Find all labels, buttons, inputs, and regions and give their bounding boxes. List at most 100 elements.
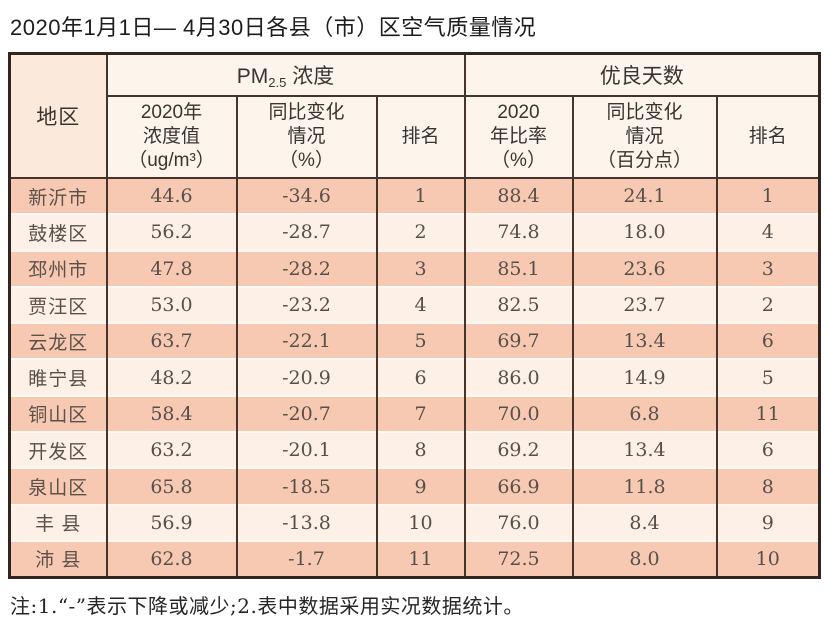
header-line: 情况	[287, 125, 326, 147]
good-rate-cell: 88.4	[463, 178, 573, 215]
good-rate-cell: 76.0	[463, 503, 573, 541]
good-rank-cell: 4	[715, 213, 820, 251]
table-row: 云龙区 63.7 -22.1 5 69.7 13.4 6	[9, 322, 820, 360]
pm-change-cell: -22.1	[235, 322, 377, 360]
good-rank-cell: 10	[715, 539, 820, 578]
good-change-cell: 14.9	[571, 358, 717, 396]
header-line: （ug/m³）	[128, 150, 215, 172]
table-row: 新沂市 44.6 -34.6 1 88.4 24.1 1	[9, 178, 820, 215]
region-cell: 开发区	[9, 431, 107, 469]
pm-rank-cell: 8	[375, 431, 465, 469]
column-header-pm-value: 2020年 浓度值 （ug/m³）	[105, 96, 237, 178]
header-line: （%）	[491, 150, 546, 172]
pm-change-cell: -20.9	[235, 358, 377, 396]
good-change-cell: 23.6	[571, 249, 717, 287]
pm-rank-cell: 1	[375, 178, 465, 215]
header-line: 浓度值	[142, 125, 200, 147]
pm-change-cell: -23.2	[235, 285, 377, 324]
header-line: 情况	[625, 125, 664, 147]
group-header-pm25: PM2.5 浓度	[105, 53, 465, 97]
good-rank-cell: 6	[715, 322, 820, 360]
pm-rank-cell: 7	[375, 394, 465, 433]
pm-value-cell: 56.2	[105, 213, 237, 251]
header-line: 同比变化	[606, 101, 683, 123]
table-body: 新沂市 44.6 -34.6 1 88.4 24.1 1 鼓楼区 56.2 -2…	[9, 178, 820, 578]
footnote: 注:1.“-”表示下降或减少;2.表中数据采用实况数据统计。	[10, 593, 524, 618]
region-cell: 泉山区	[9, 467, 107, 505]
good-change-cell: 13.4	[571, 431, 717, 469]
good-change-cell: 8.0	[571, 539, 717, 578]
region-cell: 睢宁县	[9, 358, 107, 396]
region-cell: 沛 县	[9, 539, 107, 578]
good-rate-cell: 70.0	[463, 394, 573, 433]
column-header-pm-rank: 排名	[375, 96, 465, 178]
good-change-cell: 18.0	[571, 213, 717, 251]
good-rank-cell: 6	[715, 431, 820, 469]
table-row: 鼓楼区 56.2 -28.7 2 74.8 18.0 4	[9, 213, 820, 251]
table-row: 贾汪区 53.0 -23.2 4 82.5 23.7 2	[9, 285, 820, 324]
good-rate-cell: 86.0	[463, 358, 573, 396]
good-rate-cell: 72.5	[463, 539, 573, 578]
good-rank-cell: 11	[715, 394, 820, 433]
header-line: 2020年	[140, 101, 203, 123]
good-change-cell: 8.4	[571, 503, 717, 541]
air-quality-table: 地区 PM2.5 浓度 优良天数 2020年 浓度值 （ug/m³） 同比变化 …	[8, 52, 822, 579]
good-rate-cell: 82.5	[463, 285, 573, 324]
table-row: 沛 县 62.8 -1.7 11 72.5 8.0 10	[9, 539, 820, 578]
column-header-good-rank: 排名	[715, 96, 820, 178]
good-change-cell: 11.8	[571, 467, 717, 505]
column-header-pm-change: 同比变化 情况 （%）	[235, 96, 377, 178]
table-header: 地区 PM2.5 浓度 优良天数 2020年 浓度值 （ug/m³） 同比变化 …	[9, 53, 820, 179]
good-rank-cell: 1	[715, 178, 820, 215]
good-rank-cell: 3	[715, 249, 820, 287]
pm-change-cell: -1.7	[235, 539, 377, 578]
pm-rank-cell: 10	[375, 503, 465, 541]
pm-rank-cell: 11	[375, 539, 465, 578]
good-change-cell: 23.7	[571, 285, 717, 324]
pm-value-cell: 62.8	[105, 539, 237, 578]
region-cell: 贾汪区	[9, 285, 107, 324]
header-line: 2020	[497, 101, 540, 123]
region-cell: 新沂市	[28, 187, 89, 209]
good-change-cell: 6.8	[571, 394, 717, 433]
good-rank-cell: 2	[715, 285, 820, 324]
region-cell: 鼓楼区	[9, 213, 107, 251]
pm-label-prefix: PM	[236, 65, 269, 88]
header-line: （百分点）	[596, 150, 692, 172]
pm-rank-cell: 5	[375, 322, 465, 360]
column-header-good-change: 同比变化 情况 （百分点）	[571, 96, 717, 178]
header-line: （%）	[279, 150, 334, 172]
region-cell: 邳州市	[9, 249, 107, 287]
good-rate-cell: 69.2	[463, 431, 573, 469]
pm-value-cell: 53.0	[105, 285, 237, 324]
good-rate-cell: 85.1	[463, 249, 573, 287]
good-rank-cell: 9	[715, 503, 820, 541]
table-row: 开发区 63.2 -20.1 8 69.2 13.4 6	[9, 431, 820, 469]
table-row: 泉山区 65.8 -18.5 9 66.9 11.8 8	[9, 467, 820, 505]
table-row: 睢宁县 48.2 -20.9 6 86.0 14.9 5	[9, 358, 820, 396]
good-rate-cell: 69.7	[463, 322, 573, 360]
pm-value-cell: 48.2	[105, 358, 237, 396]
header-line: 年比率	[489, 125, 547, 147]
pm-rank-cell: 6	[375, 358, 465, 396]
good-change-cell: 24.1	[571, 178, 717, 215]
pm-rank-cell: 3	[375, 249, 465, 287]
pm-label-suffix: 浓度	[286, 65, 335, 88]
pm-rank-cell: 9	[375, 467, 465, 505]
group-header-good-days: 优良天数	[463, 53, 820, 97]
pm-value-cell: 65.8	[105, 467, 237, 505]
pm-change-cell: -34.6	[235, 178, 377, 215]
table-row: 铜山区 58.4 -20.7 7 70.0 6.8 11	[9, 394, 820, 433]
pm-change-cell: -28.2	[235, 249, 377, 287]
good-rank-cell: 5	[715, 358, 820, 396]
pm-change-cell: -13.8	[235, 503, 377, 541]
pm-change-cell: -20.7	[235, 394, 377, 433]
pm-value-cell: 56.9	[105, 503, 237, 541]
region-cell: 丰 县	[9, 503, 107, 541]
pm-value-cell: 63.2	[105, 431, 237, 469]
table-row: 丰 县 56.9 -13.8 10 76.0 8.4 9	[9, 503, 820, 541]
pm-value-cell: 58.4	[105, 394, 237, 433]
good-rate-cell: 66.9	[463, 467, 573, 505]
table-row: 邳州市 47.8 -28.2 3 85.1 23.6 3	[9, 249, 820, 287]
region-cell: 铜山区	[9, 394, 107, 433]
